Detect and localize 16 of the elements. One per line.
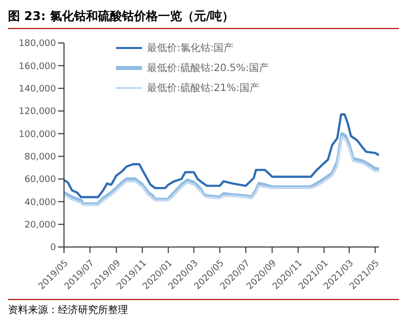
line-series	[64, 113, 379, 198]
y-tick-label: 160,000	[18, 62, 56, 72]
y-tick-label: 0	[50, 243, 56, 254]
y-tick-label: 60,000	[24, 175, 56, 186]
y-tick-label: 180,000	[18, 39, 56, 50]
y-tick-label: 120,000	[18, 107, 56, 118]
legend-label: 最低价:硫酸钴:20.5%:国产	[147, 62, 269, 75]
text: 资料来源：经济研究所整理	[8, 299, 399, 317]
y-tick-label: 40,000	[24, 198, 56, 208]
legend-label: 最低价:硫酸钴:21%:国产	[147, 82, 260, 95]
chart-title: 图 23: 氯化钴和硫酸钴价格一览（元/吨）	[8, 8, 399, 29]
y-tick-label: 140,000	[18, 84, 56, 95]
legend-label: 最低价:氯化钴:国产	[147, 42, 234, 55]
y-tick-label: 80,000	[24, 152, 56, 163]
y-tick-label: 20,000	[24, 220, 56, 231]
y-tick-label: 100,000	[18, 130, 56, 140]
